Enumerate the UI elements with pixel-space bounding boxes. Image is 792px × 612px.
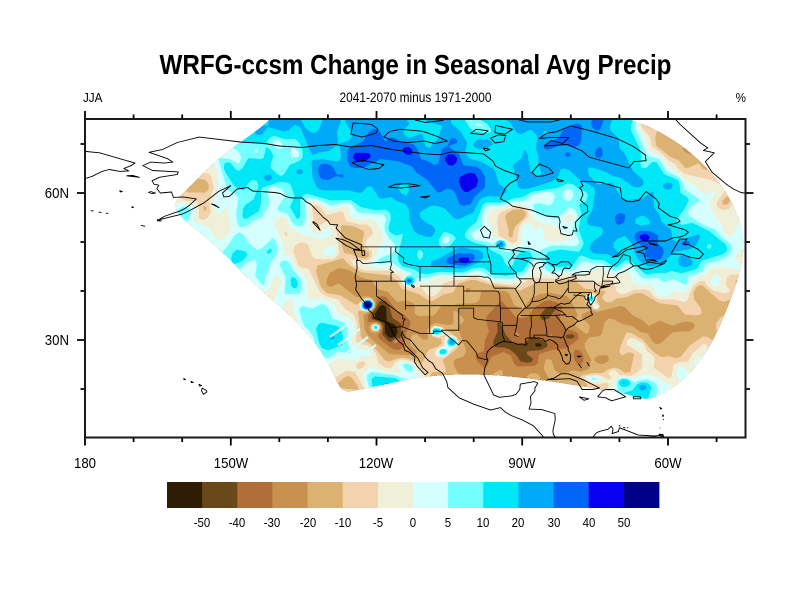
colorbar-tick-label-1: -40 [228,515,246,530]
colorbar-tick-label-2: -30 [263,515,281,530]
colorbar [167,482,660,508]
season-label: JJA [83,90,103,105]
colorbar-tick-label-4: -10 [334,515,352,530]
colorbar-tick-label-8: 10 [476,515,490,530]
colorbar-swatch-12 [588,482,625,508]
wave-streak-artifacts [329,320,377,362]
colorbar-swatch-8 [448,482,484,508]
axis-ticks [77,111,754,446]
units-label: % [735,90,746,105]
colorbar-tick-label-10: 30 [547,515,561,530]
coastlines [85,119,746,438]
colorbar-tick-label-7: 5 [444,515,452,530]
colorbar-swatch-7 [413,482,449,508]
colorbar-swatch-9 [483,482,519,508]
x-axis-label-2: 120W [358,455,394,472]
contour-band-13 [364,301,372,308]
colorbar-swatch-0 [167,482,203,508]
x-axis-label-4: 60W [654,455,682,472]
colorbar-swatch-13 [623,482,660,508]
x-axis-label-0: 180 [73,455,97,472]
colorbar-swatch-2 [237,482,273,508]
colorbar-swatch-3 [272,482,308,508]
colorbar-tick-label-11: 40 [582,515,596,530]
state-borders [356,244,634,361]
y-axis-label-1: 30N [44,331,69,349]
colorbar-tick-label-5: -5 [372,515,384,530]
colorbar-tick-label-0: -50 [193,515,211,530]
colorbar-swatch-6 [377,482,414,508]
x-axis-label-3: 90W [508,455,536,472]
colorbar-swatch-1 [202,482,238,508]
plot-frame [84,118,747,439]
x-axis-label-1: 150W [213,455,249,472]
colorbar-tick-label-3: -20 [299,515,317,530]
colorbar-swatch-5 [342,482,379,508]
period-label: 2041-2070 minus 1971-2000 [339,90,492,105]
colorbar-tick-label-12: 50 [617,515,631,530]
colorbar-tick-label-9: 20 [511,515,525,530]
y-axis-label-0: 60N [44,184,69,202]
colorbar-swatch-11 [553,482,590,508]
colorbar-swatch-10 [518,482,554,508]
colorbar-swatch-4 [307,482,344,508]
colorbar-tick-label-6: 0 [409,515,417,530]
plot-title: WRFG-ccsm Change in Seasonal Avg Precip [159,48,672,80]
